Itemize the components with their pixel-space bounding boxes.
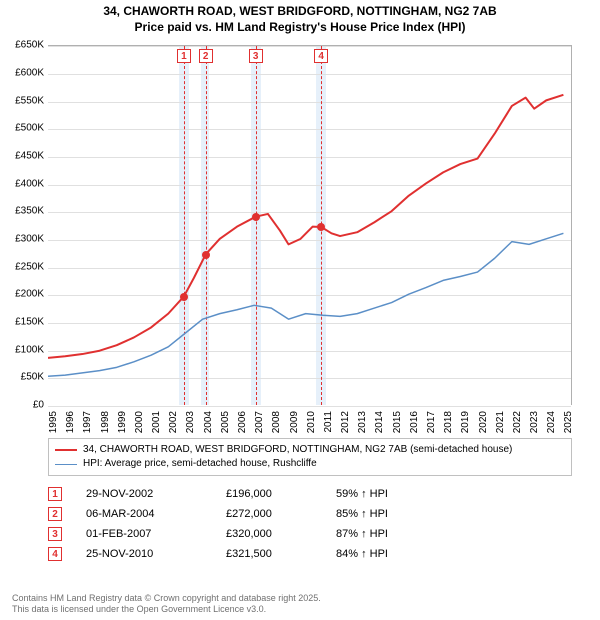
sales-row-price: £321,500 [226, 548, 336, 560]
title-line-1: 34, CHAWORTH ROAD, WEST BRIDGFORD, NOTTI… [0, 4, 600, 20]
y-tick-label: £150K [0, 317, 44, 328]
sales-row: 1 29-NOV-2002£196,00059% ↑ HPI [48, 484, 456, 504]
footer-line-1: Contains HM Land Registry data © Crown c… [12, 593, 321, 605]
legend: 34, CHAWORTH ROAD, WEST BRIDGFORD, NOTTI… [48, 438, 572, 476]
sale-point-dot [252, 213, 260, 221]
legend-swatch [55, 449, 77, 451]
chart-area: £0 £50K £100K £150K £200K £250K £300K £350K £400… [0, 37, 600, 457]
gridline-h [48, 406, 571, 407]
sale-marker-3: 3 [249, 49, 263, 63]
y-tick-label: £100K [0, 344, 44, 355]
sale-marker-4: 4 [314, 49, 328, 63]
y-tick-label: £400K [0, 178, 44, 189]
y-tick-label: £50K [0, 372, 44, 383]
title-line-2: Price paid vs. HM Land Registry's House … [0, 20, 600, 36]
sale-point-dot [180, 293, 188, 301]
y-tick-label: £200K [0, 289, 44, 300]
y-tick-label: £350K [0, 206, 44, 217]
footer: Contains HM Land Registry data © Crown c… [12, 593, 321, 616]
sales-row-date: 01-FEB-2007 [86, 528, 226, 540]
y-tick-label: £600K [0, 67, 44, 78]
sales-row: 3 01-FEB-2007£320,00087% ↑ HPI [48, 524, 456, 544]
sales-row-date: 29-NOV-2002 [86, 488, 226, 500]
chart-container: 34, CHAWORTH ROAD, WEST BRIDGFORD, NOTTI… [0, 0, 600, 620]
sales-row-num: 3 [48, 527, 62, 541]
y-tick-label: £250K [0, 261, 44, 272]
sales-row-price: £272,000 [226, 508, 336, 520]
sale-point-dot [317, 223, 325, 231]
sales-row-pct: 87% ↑ HPI [336, 528, 456, 540]
footer-line-2: This data is licensed under the Open Gov… [12, 604, 321, 616]
sales-row-pct: 85% ↑ HPI [336, 508, 456, 520]
sale-point-dot [202, 251, 210, 259]
legend-label: HPI: Average price, semi-detached house,… [83, 457, 317, 471]
sales-row: 4 25-NOV-2010£321,50084% ↑ HPI [48, 544, 456, 564]
sale-marker-1: 1 [177, 49, 191, 63]
line-layer [48, 45, 572, 405]
x-tick-label: 2025 [563, 411, 600, 433]
legend-row-hpi: HPI: Average price, semi-detached house,… [55, 457, 565, 471]
legend-swatch [55, 464, 77, 465]
sales-row-pct: 59% ↑ HPI [336, 488, 456, 500]
y-tick-label: £300K [0, 234, 44, 245]
legend-label: 34, CHAWORTH ROAD, WEST BRIDGFORD, NOTTI… [83, 443, 512, 457]
sales-row-price: £196,000 [226, 488, 336, 500]
series-hpi [48, 233, 563, 376]
series-property [48, 95, 563, 358]
sales-row-date: 25-NOV-2010 [86, 548, 226, 560]
y-tick-label: £0 [0, 400, 44, 411]
sales-row-pct: 84% ↑ HPI [336, 548, 456, 560]
y-tick-label: £650K [0, 40, 44, 51]
sales-row-date: 06-MAR-2004 [86, 508, 226, 520]
sales-row: 2 06-MAR-2004£272,00085% ↑ HPI [48, 504, 456, 524]
sales-table: 1 29-NOV-2002£196,00059% ↑ HPI 2 06-MAR-200… [48, 484, 456, 564]
sales-row-num: 4 [48, 547, 62, 561]
sales-row-price: £320,000 [226, 528, 336, 540]
y-tick-label: £550K [0, 95, 44, 106]
title-block: 34, CHAWORTH ROAD, WEST BRIDGFORD, NOTTI… [0, 0, 600, 37]
sales-row-num: 1 [48, 487, 62, 501]
legend-row-property: 34, CHAWORTH ROAD, WEST BRIDGFORD, NOTTI… [55, 443, 565, 457]
sale-marker-2: 2 [199, 49, 213, 63]
y-tick-label: £500K [0, 123, 44, 134]
sales-row-num: 2 [48, 507, 62, 521]
y-tick-label: £450K [0, 150, 44, 161]
